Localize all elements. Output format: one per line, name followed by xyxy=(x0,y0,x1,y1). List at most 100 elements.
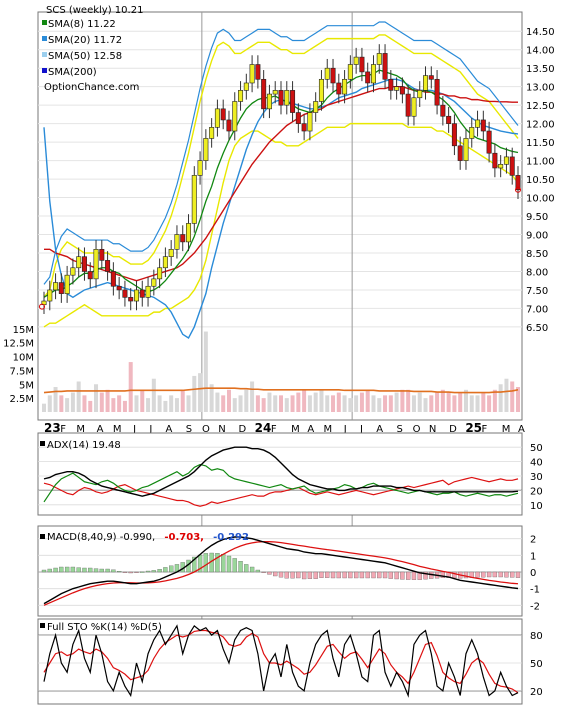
sma8-legend-label: SMA(8) 11.22 xyxy=(48,19,116,30)
macd-histogram-bar xyxy=(134,571,139,573)
candle-body xyxy=(133,289,139,302)
candle-body xyxy=(226,119,232,132)
candle-body xyxy=(382,53,388,80)
x-month-label: O xyxy=(202,424,210,435)
volume-bar xyxy=(209,384,214,412)
volume-bar xyxy=(134,395,139,412)
x-year-label: 24 xyxy=(255,421,272,435)
volume-bar xyxy=(267,392,272,412)
candle-body xyxy=(157,267,163,280)
macd-histogram-bar xyxy=(244,564,249,573)
volume-bar xyxy=(122,400,127,412)
candle-body xyxy=(203,138,209,161)
candle-body xyxy=(492,152,498,169)
candle-body xyxy=(284,90,290,106)
candle-body xyxy=(295,112,301,124)
volume-bar xyxy=(492,389,497,412)
volume-bar xyxy=(429,395,434,412)
candle-body xyxy=(417,90,423,99)
candle-body xyxy=(53,282,59,291)
price-tick-label: 14.50 xyxy=(526,27,555,38)
panel-tick-label: 20 xyxy=(530,687,543,698)
macd-histogram-bar xyxy=(59,566,64,573)
volume-bar xyxy=(94,384,99,412)
volume-bar xyxy=(498,384,503,412)
candle-body xyxy=(324,67,330,80)
candle-body xyxy=(399,86,405,95)
volume-average-line xyxy=(43,387,519,394)
volume-bar xyxy=(88,400,93,412)
x-axis-labels: 23 F M A M J J A S O N D 24 F M A M J J A S O N D 25 F M A xyxy=(44,421,525,435)
macd-histogram-bar xyxy=(336,571,341,579)
macd-histogram-bar xyxy=(382,571,388,579)
x-month-label: M xyxy=(76,424,85,435)
x-month-label: A xyxy=(518,424,525,435)
macd-histogram-bar xyxy=(353,571,359,579)
macd-histogram-bar xyxy=(163,567,168,573)
panel-tick-label: 80 xyxy=(530,631,543,642)
x-month-label: J xyxy=(343,424,347,435)
volume-bar xyxy=(469,395,474,412)
candle-body xyxy=(249,64,255,84)
candle-body xyxy=(359,56,365,73)
minus-di-line xyxy=(43,476,519,507)
macd-histogram-bar xyxy=(88,567,93,573)
x-month-label: J xyxy=(148,424,152,435)
x-month-label: O xyxy=(413,424,421,435)
macd-histogram-bar xyxy=(417,571,422,580)
last-price-marker xyxy=(515,186,521,193)
macd-histogram-label: -0.292 xyxy=(213,532,249,543)
candle-body xyxy=(440,104,446,117)
candle-body xyxy=(139,289,145,298)
volume-bar xyxy=(203,331,208,412)
volume-bar xyxy=(226,389,231,412)
macd-histogram-bar xyxy=(463,571,469,579)
candle-body xyxy=(342,78,348,95)
candle-body xyxy=(446,115,452,124)
x-month-label: A xyxy=(166,424,173,435)
macd-histogram-bar xyxy=(116,571,122,573)
stochastic-series: 80 50 20 xyxy=(38,624,543,698)
price-tick-label: 7.00 xyxy=(526,304,548,315)
volume-axis: 15M 12.5M 10M 7.5M 5M 2.5M xyxy=(3,325,34,405)
macd-histogram-bar xyxy=(273,571,278,577)
candle-body xyxy=(47,289,53,302)
macd-histogram-bar xyxy=(515,571,521,578)
macd-histogram-bar xyxy=(406,571,411,580)
x-month-label: S xyxy=(186,424,192,435)
candle-body xyxy=(99,248,105,261)
panel-tick-label: 50 xyxy=(530,443,543,454)
volume-bar xyxy=(516,387,520,412)
volume-bar xyxy=(383,395,388,412)
macd-histogram-bar xyxy=(290,571,295,579)
candle-body xyxy=(162,256,168,269)
volume-bar xyxy=(481,392,486,412)
price-tick-label: 13.00 xyxy=(526,83,555,94)
price-chart-title: SCS (weekly) 10.21 xyxy=(46,5,143,16)
price-tick-label: 10.50 xyxy=(526,175,555,186)
sma200-legend-label: SMA(200) xyxy=(48,67,97,78)
macd-series: 2 1 0 -1 -2 xyxy=(38,535,540,612)
macd-histogram-bar xyxy=(475,571,480,578)
macd-histogram-bar xyxy=(377,571,382,579)
volume-bar xyxy=(279,395,283,412)
candle-body xyxy=(313,101,319,113)
candle-body xyxy=(336,82,342,95)
x-year-label: 23 xyxy=(44,421,61,435)
panel-tick-label: 1 xyxy=(530,551,536,562)
sma8-legend-swatch xyxy=(42,20,47,25)
candle-body xyxy=(110,271,116,287)
volume-bar xyxy=(215,392,220,412)
volume-bar xyxy=(510,381,515,412)
macd-histogram-bar xyxy=(486,571,492,578)
candle-body xyxy=(290,90,296,113)
macd-histogram-bar xyxy=(99,568,104,573)
adx-title: ADX(14) 19.48 xyxy=(47,440,121,451)
x-month-label: A xyxy=(376,424,383,435)
macd-histogram-bar xyxy=(145,570,151,573)
volume-bar xyxy=(174,398,179,412)
x-month-label: F xyxy=(271,424,277,435)
volume-bar xyxy=(238,395,243,412)
macd-histogram-bar xyxy=(342,571,347,579)
volume-bar xyxy=(140,389,145,412)
